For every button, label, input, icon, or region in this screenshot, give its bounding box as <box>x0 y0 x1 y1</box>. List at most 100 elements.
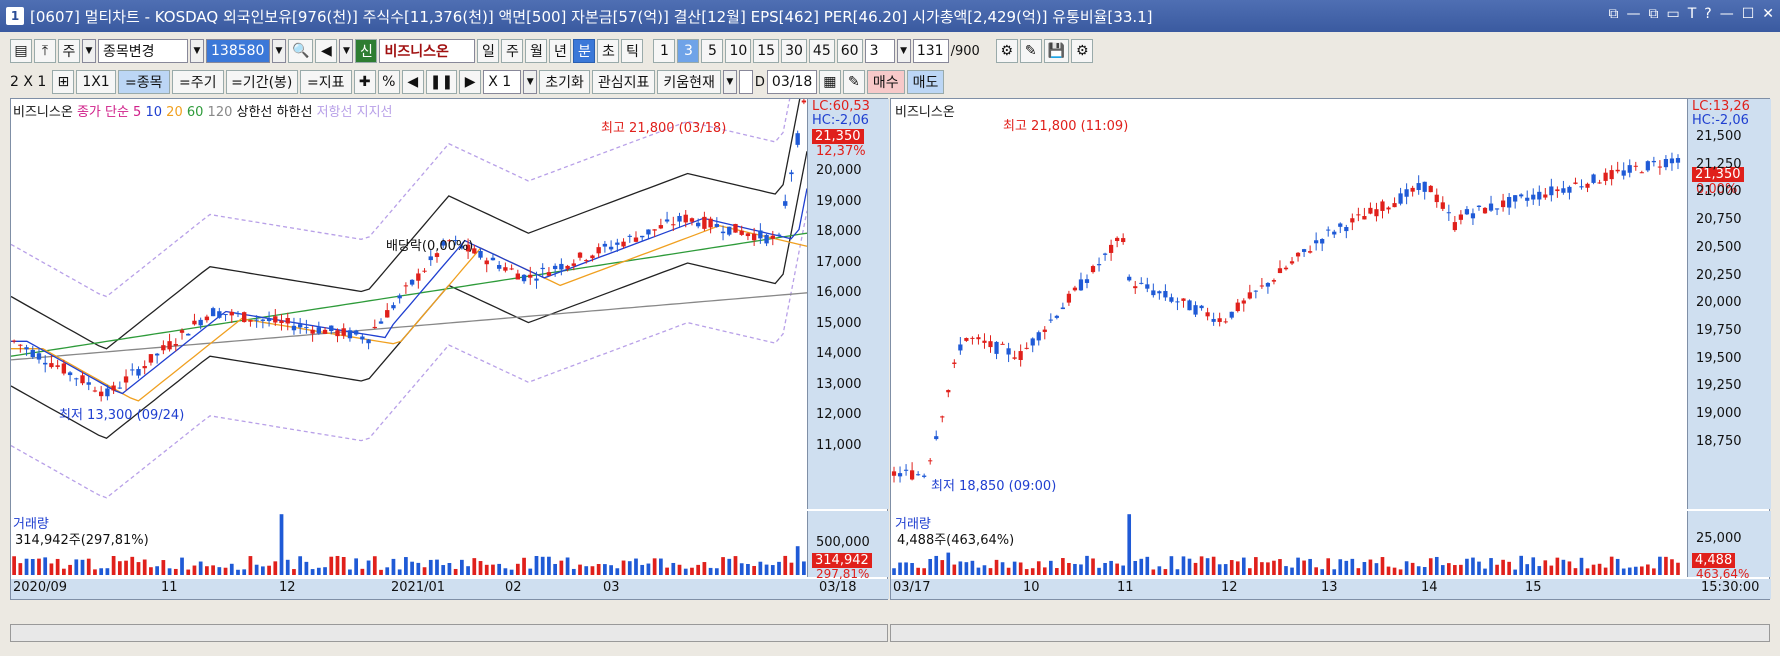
right-scrollbar[interactable] <box>890 624 1770 642</box>
stock-code-input[interactable]: 138580 <box>206 39 270 63</box>
sync-range-button[interactable]: =기간(봉) <box>225 70 298 94</box>
prev-icon[interactable]: ◀ <box>401 70 424 94</box>
max-button[interactable]: ☐ <box>1741 6 1755 22</box>
left-candle <box>608 246 614 250</box>
right-candle <box>1476 205 1482 207</box>
crosshair-icon[interactable]: ✚ <box>353 70 376 94</box>
tool-icon-1[interactable]: ⚙ <box>995 39 1018 63</box>
chart-tool-icon[interactable]: ✎ <box>842 70 865 94</box>
speaker-dropdown-icon[interactable]: ▼ <box>339 39 354 63</box>
left-volume-bar <box>671 562 676 575</box>
left-candle <box>403 285 409 287</box>
right-y-tick: 21,000 <box>1696 184 1742 200</box>
pause-icon[interactable]: ❚❚ <box>425 70 458 94</box>
left-candle <box>683 214 688 223</box>
right-candle <box>1488 203 1494 211</box>
legend-ma60: 60 <box>186 105 204 120</box>
period-year[interactable]: 년 <box>549 39 572 63</box>
settings-icon[interactable]: ⚙ <box>1071 39 1094 63</box>
code-dropdown-icon[interactable]: ▼ <box>272 39 286 63</box>
grid-icon[interactable]: ⊞ <box>52 70 75 94</box>
left-scrollbar[interactable] <box>10 624 888 642</box>
right-volume-bar <box>1495 564 1499 575</box>
font-icon[interactable]: T <box>1687 6 1697 22</box>
period-tick[interactable]: 틱 <box>621 39 644 63</box>
buy-button[interactable]: 매수 <box>866 70 905 94</box>
right-volume-bar <box>916 567 920 575</box>
help-icon[interactable]: ? <box>1704 6 1712 22</box>
interval-15[interactable]: 15 <box>753 39 780 63</box>
interval-45[interactable]: 45 <box>808 39 835 63</box>
pin-icon[interactable]: ⤒ <box>34 39 56 63</box>
interval-5[interactable]: 5 <box>701 39 724 63</box>
right-volume-bar <box>1507 561 1511 575</box>
interval-input[interactable]: 3 <box>864 39 895 63</box>
reset-button[interactable]: 초기화 <box>539 70 590 94</box>
interval-60[interactable]: 60 <box>836 39 863 63</box>
calendar-icon[interactable]: ▦ <box>818 70 841 94</box>
interval-30[interactable]: 30 <box>781 39 807 63</box>
left-volume-bar <box>80 559 85 575</box>
right-volume-bar <box>1434 556 1439 575</box>
speaker-icon[interactable]: ◀ <box>315 39 338 63</box>
window-icon[interactable]: ▤ <box>10 39 32 63</box>
period-minute[interactable]: 분 <box>573 39 596 63</box>
minimize-icon[interactable]: — <box>1626 6 1641 22</box>
interval-3[interactable]: 3 <box>677 39 700 63</box>
kiwoom-dropdown-icon[interactable]: ▼ <box>722 70 737 94</box>
right-volume-bar <box>1537 566 1542 575</box>
tool-icon-2[interactable]: ✎ <box>1019 39 1042 63</box>
stock-change-dropdown-icon[interactable]: ▼ <box>190 39 204 63</box>
close-icon[interactable]: ✕ <box>1762 6 1774 22</box>
period-second[interactable]: 초 <box>597 39 620 63</box>
interest-indicator-button[interactable]: 관심지표 <box>591 70 656 94</box>
layout-icon[interactable]: ▭ <box>1666 6 1680 22</box>
right-price-axis: LC:13,26 HC:-2,06 21,350 0,00% 21,500 21,… <box>1687 99 1771 509</box>
period-week[interactable]: 주 <box>501 39 524 63</box>
save-icon[interactable]: 💾 <box>1043 39 1070 63</box>
kiwoom-current-button[interactable]: 키움현재 <box>657 70 721 94</box>
right-price-chart[interactable] <box>891 99 1687 509</box>
left-price-chart[interactable] <box>11 99 817 509</box>
type-dropdown-icon[interactable]: ▼ <box>82 39 96 63</box>
right-candle <box>1175 301 1180 303</box>
left-volume-bar <box>733 556 738 575</box>
interval-1[interactable]: 1 <box>653 39 676 63</box>
zoom-dropdown-icon[interactable]: ▼ <box>523 70 538 94</box>
min-button[interactable]: — <box>1719 6 1734 22</box>
left-volume-bar <box>385 567 390 575</box>
right-volume-chart[interactable] <box>891 511 1687 577</box>
next-icon[interactable]: ▶ <box>459 70 482 94</box>
left-candle <box>503 267 508 271</box>
date-input[interactable]: 03/18 <box>766 70 817 94</box>
period-day[interactable]: 일 <box>477 39 500 63</box>
layout-1x1-button[interactable]: 1X1 <box>76 70 116 94</box>
type-button[interactable]: 주 <box>58 39 80 63</box>
left-candle <box>528 274 533 278</box>
sell-button[interactable]: 매도 <box>906 70 945 94</box>
legend-ma10: 10 <box>145 105 163 120</box>
date-checkbox[interactable] <box>738 70 753 94</box>
restore-icon[interactable]: ⧉ <box>1608 6 1619 22</box>
right-vol-tag: 4,488 <box>1692 553 1736 568</box>
right-volume-bar <box>1664 556 1668 575</box>
left-candle <box>161 345 166 351</box>
left-candle <box>353 330 359 335</box>
sync-stock-button[interactable]: =종목 <box>117 70 170 94</box>
right-low-note: 최저 18,850 (09:00) <box>931 479 1057 494</box>
tile-icon[interactable]: ⧉ <box>1648 6 1659 22</box>
sync-indicator-button[interactable]: =지표 <box>299 70 352 94</box>
left-volume-chart[interactable] <box>11 511 807 577</box>
count-input[interactable]: 131 <box>912 39 949 63</box>
left-candle <box>770 235 775 239</box>
sync-period-button[interactable]: =주기 <box>171 70 224 94</box>
zoom-select[interactable]: X 1 <box>483 70 522 94</box>
left-candle <box>397 295 402 299</box>
period-month[interactable]: 월 <box>525 39 548 63</box>
interval-dropdown-icon[interactable]: ▼ <box>896 39 911 63</box>
search-icon[interactable]: 🔍 <box>288 39 314 63</box>
percent-icon[interactable]: % <box>377 70 400 94</box>
dividend-note: 배당락(0,00%) <box>386 239 474 254</box>
interval-10[interactable]: 10 <box>725 39 752 63</box>
stock-change-select[interactable]: 종목변경 <box>98 39 188 63</box>
